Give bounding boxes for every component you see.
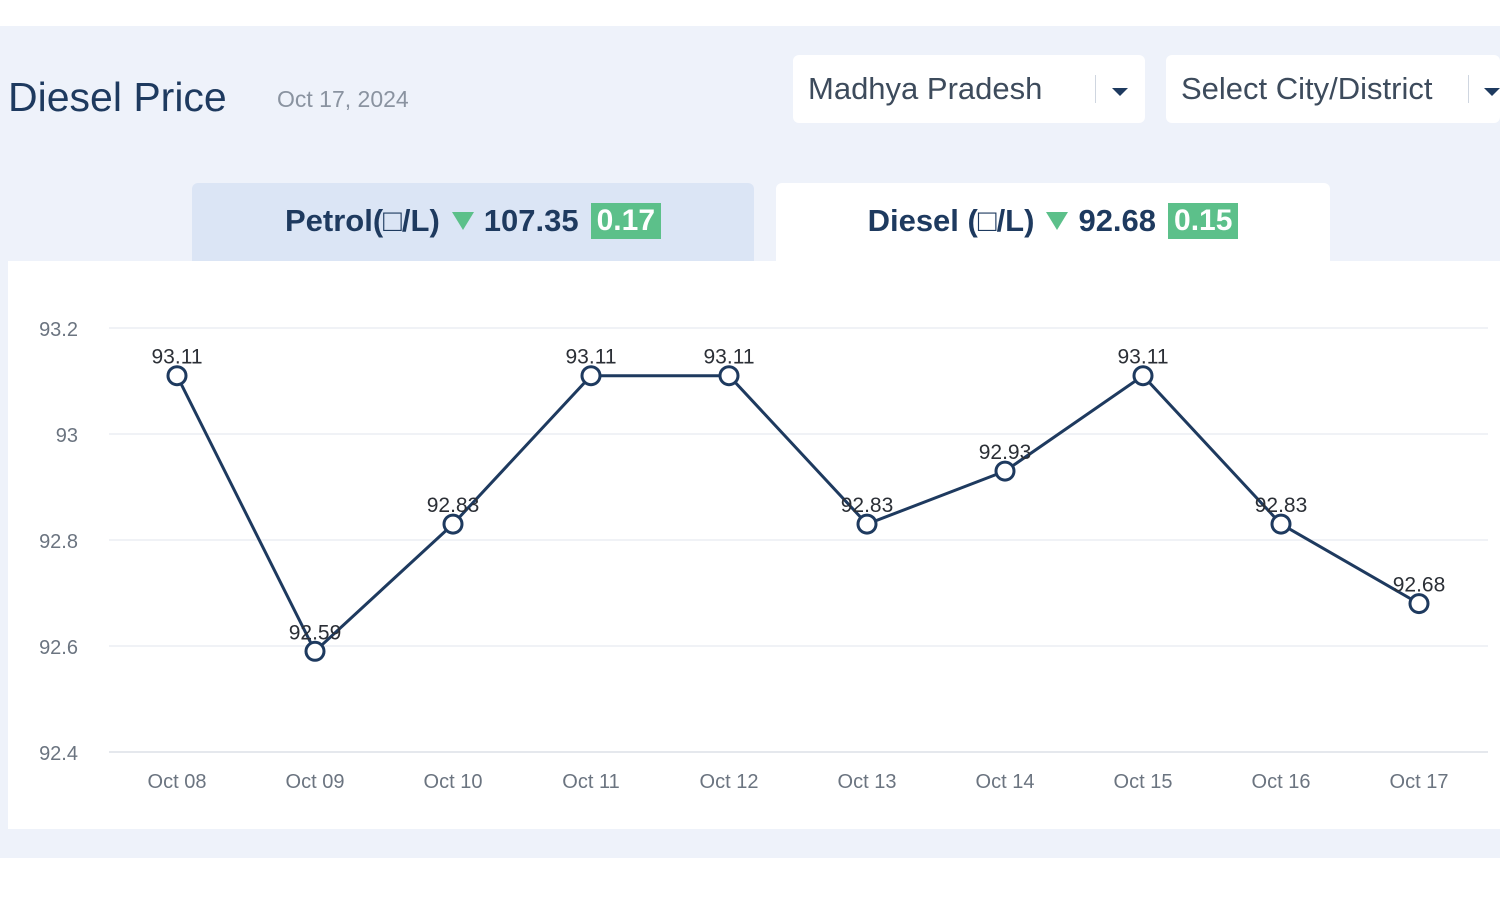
data-label: 92.68 xyxy=(1393,574,1446,597)
city-select-divider xyxy=(1468,75,1469,103)
y-tick-label: 93 xyxy=(56,425,78,447)
tab-petrol-label: Petrol(□/L) xyxy=(285,203,440,238)
data-point xyxy=(166,365,188,387)
y-tick-label: 92.4 xyxy=(39,743,78,765)
page-title: Diesel Price xyxy=(8,74,227,120)
trend-down-icon xyxy=(1046,212,1069,230)
tab-diesel-label: Diesel (□/L) xyxy=(867,203,1035,238)
data-point xyxy=(994,460,1016,482)
data-point xyxy=(856,513,878,535)
x-tick-label: Oct 13 xyxy=(838,771,897,793)
data-point xyxy=(580,365,602,387)
state-select[interactable]: Madhya Pradesh xyxy=(793,55,1145,123)
x-tick-label: Oct 12 xyxy=(700,771,759,793)
city-select-value: Select City/District xyxy=(1181,71,1433,106)
y-tick-label: 92.6 xyxy=(39,637,78,659)
data-point xyxy=(304,640,326,662)
tab-petrol-price: 107.35 xyxy=(483,203,579,238)
series-line xyxy=(175,374,1420,653)
data-label: 92.59 xyxy=(289,621,342,644)
data-label: 92.93 xyxy=(979,441,1032,464)
tab-petrol-change-badge: 0.17 xyxy=(590,203,661,239)
x-tick-label: Oct 09 xyxy=(286,771,345,793)
x-tick-label: Oct 11 xyxy=(562,771,619,793)
x-tick-label: Oct 08 xyxy=(148,771,207,793)
data-label: 93.11 xyxy=(704,346,755,369)
price-date: Oct 17, 2024 xyxy=(277,86,409,112)
tab-diesel-change-badge: 0.15 xyxy=(1168,203,1239,239)
state-select-divider xyxy=(1095,75,1096,103)
data-point xyxy=(1132,365,1154,387)
data-point xyxy=(442,513,464,535)
chevron-down-icon xyxy=(1112,88,1128,96)
data-point xyxy=(1408,593,1430,615)
tab-petrol[interactable]: Petrol(□/L) 107.35 0.17 xyxy=(192,183,754,261)
state-select-value: Madhya Pradesh xyxy=(808,71,1043,106)
x-tick-label: Oct 10 xyxy=(424,771,483,793)
price-line-chart: 93.2 93 92.8 92.6 92.4 Oct 08 Oct 09 Oct 10 Oct … xyxy=(39,319,1488,793)
city-select[interactable]: Select City/District xyxy=(1166,55,1500,123)
data-point xyxy=(718,365,740,387)
y-tick-label: 93.2 xyxy=(39,319,78,341)
x-tick-label: Oct 14 xyxy=(976,771,1035,793)
y-tick-label: 92.8 xyxy=(39,531,78,553)
chevron-down-icon xyxy=(1484,88,1500,96)
data-label: 93.11 xyxy=(152,346,203,369)
chart-card: 93.2 93 92.8 92.6 92.4 Oct 08 Oct 09 Oct 10 Oct … xyxy=(8,261,1500,829)
data-point xyxy=(1270,513,1292,535)
data-label: 93.11 xyxy=(566,346,617,369)
data-label: 92.83 xyxy=(427,494,480,517)
tab-diesel[interactable]: Diesel (□/L) 92.68 0.15 xyxy=(776,183,1330,261)
x-tick-label: Oct 15 xyxy=(1114,771,1173,793)
x-tick-label: Oct 16 xyxy=(1252,771,1311,793)
data-label: 92.83 xyxy=(1255,494,1308,517)
tab-diesel-price: 92.68 xyxy=(1078,203,1157,238)
x-tick-label: Oct 17 xyxy=(1390,771,1449,793)
trend-down-icon xyxy=(451,212,474,230)
data-label: 92.83 xyxy=(841,494,894,517)
data-label: 93.11 xyxy=(1118,346,1169,369)
